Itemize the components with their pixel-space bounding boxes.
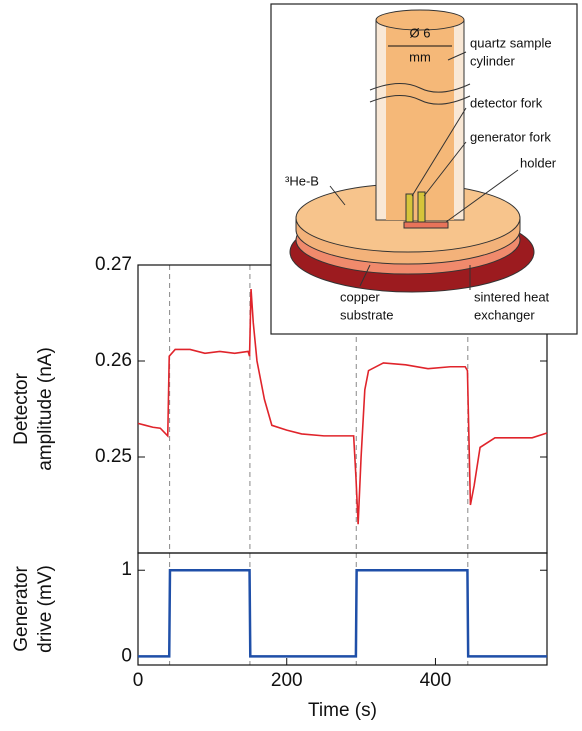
label: substrate	[340, 307, 393, 322]
plot-frame	[137, 552, 548, 666]
y-axis-label: Detector	[11, 372, 32, 444]
label: generator fork	[470, 129, 551, 144]
cylinder-top	[375, 9, 465, 31]
inset: Ø 6 mm quartz sample cylinder detector f…	[270, 3, 578, 335]
trace	[138, 568, 547, 658]
sample	[386, 22, 454, 220]
break	[369, 83, 471, 105]
y-axis-label: drive (mV)	[35, 565, 56, 653]
y-tick-label: 0.26	[95, 350, 132, 371]
label: holder	[520, 155, 557, 170]
fork	[405, 193, 414, 225]
plots: 0.25 0.26 0.27 Detector amplitude (nA) 0 1 0 200…	[11, 254, 548, 721]
label: cylinder	[470, 53, 515, 68]
y-axis-label: Generator	[11, 566, 32, 652]
y-tick-label: 0.25	[95, 446, 132, 467]
y-tick-label: 0	[121, 645, 132, 666]
label: detector fork	[470, 95, 543, 110]
y-tick-label: 1	[121, 559, 132, 580]
label: mm	[409, 49, 431, 64]
y-axis-label: amplitude (nA)	[35, 347, 56, 471]
x-tick-label: 400	[420, 670, 452, 691]
label: quartz sample	[470, 35, 552, 50]
fork	[417, 191, 426, 225]
leader	[329, 51, 519, 290]
label: sintered heat	[474, 289, 550, 304]
holder-bar	[403, 221, 449, 229]
label: exchanger	[474, 307, 535, 322]
trace	[137, 288, 548, 525]
x-axis-label: Time (s)	[308, 700, 377, 721]
label: Ø 6	[410, 25, 431, 40]
x-tick-label: 200	[271, 670, 303, 691]
label: ³He-B	[285, 173, 319, 188]
label: copper	[340, 289, 380, 304]
y-tick-label: 0.27	[95, 254, 132, 275]
x-tick-label: 0	[133, 670, 144, 691]
